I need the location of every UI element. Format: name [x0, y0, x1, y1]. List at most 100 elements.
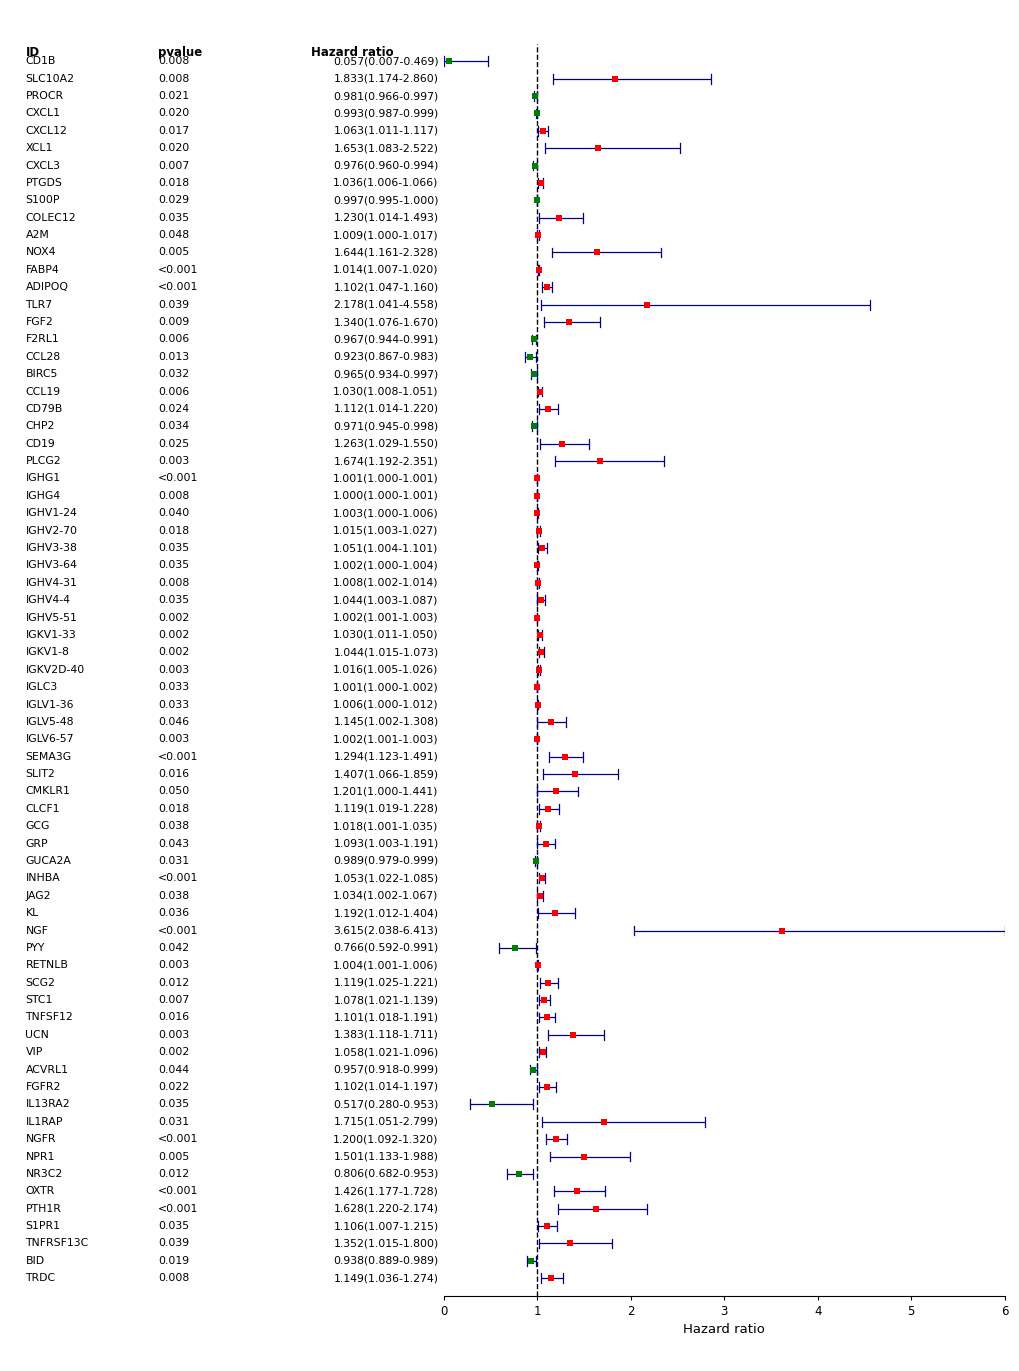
Text: CCL19: CCL19 — [25, 387, 60, 396]
Text: 1.036(1.006-1.066): 1.036(1.006-1.066) — [333, 178, 438, 188]
Text: IGLC3: IGLC3 — [25, 683, 58, 692]
Text: 0.035: 0.035 — [158, 1100, 190, 1109]
Text: 0.002: 0.002 — [158, 1047, 190, 1057]
Text: 0.003: 0.003 — [158, 960, 190, 971]
Text: FGFR2: FGFR2 — [25, 1082, 61, 1091]
Text: IGHV1-24: IGHV1-24 — [25, 509, 77, 518]
Text: 1.340(1.076-1.670): 1.340(1.076-1.670) — [333, 317, 438, 328]
Text: 0.005: 0.005 — [158, 1152, 190, 1161]
Text: 0.020: 0.020 — [158, 143, 190, 154]
Text: 2.178(1.041-4.558): 2.178(1.041-4.558) — [333, 300, 438, 310]
Text: IGHV3-38: IGHV3-38 — [25, 543, 77, 553]
Text: 1.102(1.047-1.160): 1.102(1.047-1.160) — [333, 282, 438, 292]
Text: <0.001: <0.001 — [158, 873, 199, 883]
Text: 0.044: 0.044 — [158, 1065, 190, 1075]
Text: 1.715(1.051-2.799): 1.715(1.051-2.799) — [333, 1117, 438, 1127]
Text: 1.833(1.174-2.860): 1.833(1.174-2.860) — [333, 74, 438, 84]
Text: FGF2: FGF2 — [25, 317, 53, 328]
Text: 0.007: 0.007 — [158, 995, 190, 1005]
Text: 1.053(1.022-1.085): 1.053(1.022-1.085) — [333, 873, 438, 883]
Text: TNFRSF13C: TNFRSF13C — [25, 1238, 89, 1249]
Text: RETNLB: RETNLB — [25, 960, 68, 971]
Text: F2RL1: F2RL1 — [25, 335, 59, 344]
Text: IGHV4-4: IGHV4-4 — [25, 595, 70, 605]
Text: SLC10A2: SLC10A2 — [25, 74, 74, 84]
Text: 1.102(1.014-1.197): 1.102(1.014-1.197) — [333, 1082, 438, 1091]
Text: 1.112(1.014-1.220): 1.112(1.014-1.220) — [333, 404, 438, 414]
Text: IGHG1: IGHG1 — [25, 473, 60, 484]
Text: IL13RA2: IL13RA2 — [25, 1100, 70, 1109]
Text: 1.501(1.133-1.988): 1.501(1.133-1.988) — [333, 1152, 438, 1161]
Text: 1.014(1.007-1.020): 1.014(1.007-1.020) — [333, 265, 438, 274]
Text: TNFSF12: TNFSF12 — [25, 1012, 73, 1023]
Text: 0.012: 0.012 — [158, 1169, 190, 1179]
Text: 0.006: 0.006 — [158, 387, 190, 396]
Text: 1.044(1.003-1.087): 1.044(1.003-1.087) — [333, 595, 438, 605]
Text: 0.048: 0.048 — [158, 230, 190, 240]
Text: <0.001: <0.001 — [158, 751, 199, 762]
Text: <0.001: <0.001 — [158, 1134, 199, 1145]
Text: 0.017: 0.017 — [158, 126, 190, 136]
Text: TRDC: TRDC — [25, 1274, 56, 1283]
Text: BID: BID — [25, 1256, 45, 1265]
Text: 1.003(1.000-1.006): 1.003(1.000-1.006) — [332, 509, 438, 518]
Text: CCL28: CCL28 — [25, 352, 60, 362]
Text: 1.030(1.011-1.050): 1.030(1.011-1.050) — [333, 629, 438, 640]
Text: NGF: NGF — [25, 925, 48, 935]
Text: 1.018(1.001-1.035): 1.018(1.001-1.035) — [333, 821, 438, 831]
Text: PTGDS: PTGDS — [25, 178, 62, 188]
Text: 0.013: 0.013 — [158, 352, 190, 362]
Text: 1.044(1.015-1.073): 1.044(1.015-1.073) — [333, 647, 438, 657]
Text: 1.006(1.000-1.012): 1.006(1.000-1.012) — [332, 699, 438, 710]
Text: 1.263(1.029-1.550): 1.263(1.029-1.550) — [333, 439, 438, 448]
Text: 0.021: 0.021 — [158, 90, 190, 101]
Text: 0.038: 0.038 — [158, 891, 190, 901]
Text: 0.033: 0.033 — [158, 683, 190, 692]
Text: 0.006: 0.006 — [158, 335, 190, 344]
Text: 1.034(1.002-1.067): 1.034(1.002-1.067) — [333, 891, 438, 901]
Text: 0.018: 0.018 — [158, 178, 190, 188]
Text: SEMA3G: SEMA3G — [25, 751, 71, 762]
Text: 0.981(0.966-0.997): 0.981(0.966-0.997) — [333, 90, 438, 101]
Text: 0.997(0.995-1.000): 0.997(0.995-1.000) — [333, 195, 438, 206]
Text: IGHG4: IGHG4 — [25, 491, 60, 500]
Text: 1.674(1.192-2.351): 1.674(1.192-2.351) — [333, 457, 438, 466]
Text: 0.989(0.979-0.999): 0.989(0.979-0.999) — [333, 856, 438, 866]
Text: 0.967(0.944-0.991): 0.967(0.944-0.991) — [333, 335, 438, 344]
Text: PYY: PYY — [25, 943, 45, 953]
Text: 1.030(1.008-1.051): 1.030(1.008-1.051) — [333, 387, 438, 396]
Text: 0.042: 0.042 — [158, 943, 190, 953]
Text: 0.024: 0.024 — [158, 404, 190, 414]
Text: 1.000(1.000-1.001): 1.000(1.000-1.001) — [332, 491, 438, 500]
Text: <0.001: <0.001 — [158, 473, 199, 484]
Text: CXCL12: CXCL12 — [25, 126, 67, 136]
Text: <0.001: <0.001 — [158, 282, 199, 292]
Text: 1.004(1.001-1.006): 1.004(1.001-1.006) — [332, 960, 438, 971]
Text: BIRC5: BIRC5 — [25, 369, 58, 380]
Text: FABP4: FABP4 — [25, 265, 59, 274]
Text: 0.043: 0.043 — [158, 839, 190, 849]
Text: 0.022: 0.022 — [158, 1082, 190, 1091]
Text: OXTR: OXTR — [25, 1186, 55, 1197]
Text: 1.002(1.001-1.003): 1.002(1.001-1.003) — [332, 613, 438, 622]
Text: 0.923(0.867-0.983): 0.923(0.867-0.983) — [333, 352, 438, 362]
Text: GRP: GRP — [25, 839, 48, 849]
Text: IGLV5-48: IGLV5-48 — [25, 717, 74, 727]
Text: 0.806(0.682-0.953): 0.806(0.682-0.953) — [333, 1169, 438, 1179]
Text: JAG2: JAG2 — [25, 891, 51, 901]
Text: CD79B: CD79B — [25, 404, 63, 414]
Text: 1.119(1.019-1.228): 1.119(1.019-1.228) — [333, 803, 438, 814]
Text: 0.957(0.918-0.999): 0.957(0.918-0.999) — [333, 1065, 438, 1075]
Text: 0.008: 0.008 — [158, 56, 190, 66]
Text: 1.628(1.220-2.174): 1.628(1.220-2.174) — [333, 1204, 438, 1213]
Text: INHBA: INHBA — [25, 873, 60, 883]
Text: 1.008(1.002-1.014): 1.008(1.002-1.014) — [333, 577, 438, 588]
Text: S1PR1: S1PR1 — [25, 1222, 60, 1231]
Text: 0.035: 0.035 — [158, 543, 190, 553]
Text: IGKV2D-40: IGKV2D-40 — [25, 665, 85, 675]
Text: 1.119(1.025-1.221): 1.119(1.025-1.221) — [333, 978, 438, 987]
Text: CXCL1: CXCL1 — [25, 108, 60, 118]
Text: 0.035: 0.035 — [158, 1222, 190, 1231]
Text: 1.644(1.161-2.328): 1.644(1.161-2.328) — [333, 248, 438, 258]
Text: PTH1R: PTH1R — [25, 1204, 61, 1213]
